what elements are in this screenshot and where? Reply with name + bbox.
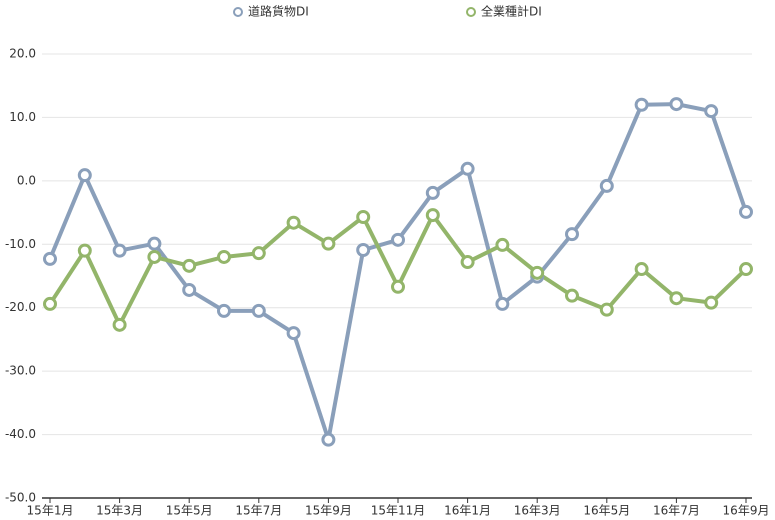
x-tick-label: 16年9月 bbox=[723, 504, 770, 518]
data-point bbox=[391, 232, 405, 247]
data-point bbox=[704, 104, 719, 119]
y-tick-label: -50.0 bbox=[5, 491, 36, 505]
y-tick-label: -10.0 bbox=[5, 237, 36, 251]
data-point bbox=[356, 242, 371, 257]
legend-item: 全業種計DI bbox=[466, 4, 542, 19]
x-tick-label: 16年1月 bbox=[444, 504, 491, 518]
y-tick-label: -40.0 bbox=[5, 427, 36, 441]
legend-label: 全業種計DI bbox=[481, 4, 542, 19]
data-point bbox=[530, 265, 545, 280]
data-point bbox=[286, 326, 301, 341]
y-tick-label: 10.0 bbox=[9, 110, 36, 124]
data-point bbox=[669, 291, 684, 306]
data-point bbox=[112, 243, 127, 258]
data-point bbox=[599, 178, 614, 193]
data-point bbox=[77, 243, 92, 258]
data-point bbox=[669, 97, 684, 112]
x-tick-label: 16年5月 bbox=[583, 504, 630, 518]
data-point bbox=[286, 215, 301, 230]
y-tick-label: -20.0 bbox=[5, 300, 36, 314]
x-tick-label: 15年5月 bbox=[166, 504, 213, 518]
data-point bbox=[112, 317, 127, 332]
x-tick-label: 15年11月 bbox=[371, 504, 426, 518]
data-point bbox=[460, 161, 475, 176]
x-tick-label: 16年3月 bbox=[514, 504, 561, 518]
data-point bbox=[425, 185, 440, 200]
data-point bbox=[251, 303, 266, 318]
data-point bbox=[565, 227, 579, 242]
data-point bbox=[147, 236, 162, 251]
legend-marker bbox=[233, 7, 243, 17]
data-point bbox=[43, 251, 57, 266]
data-point bbox=[739, 204, 753, 219]
data-point bbox=[495, 296, 510, 311]
data-point bbox=[704, 295, 719, 310]
data-point bbox=[495, 237, 510, 252]
x-tick-label: 15年1月 bbox=[27, 504, 74, 518]
data-point bbox=[217, 249, 231, 264]
data-point bbox=[182, 258, 197, 273]
data-point bbox=[634, 262, 649, 277]
data-point bbox=[321, 236, 336, 251]
data-point bbox=[391, 279, 405, 294]
data-point bbox=[77, 168, 92, 183]
data-point bbox=[251, 246, 266, 261]
legend-marker bbox=[466, 7, 476, 17]
data-point bbox=[599, 302, 614, 317]
x-tick-label: 15年3月 bbox=[96, 504, 143, 518]
data-point bbox=[425, 208, 440, 223]
data-point bbox=[356, 210, 371, 225]
data-point bbox=[321, 432, 336, 447]
data-point bbox=[565, 288, 579, 303]
legend-item: 道路貨物DI bbox=[233, 4, 309, 19]
y-tick-label: 20.0 bbox=[9, 47, 36, 61]
data-point bbox=[182, 282, 197, 297]
data-point bbox=[217, 303, 231, 318]
data-point bbox=[147, 249, 162, 264]
data-point bbox=[460, 255, 475, 270]
data-point bbox=[739, 262, 753, 277]
x-tick-label: 15年9月 bbox=[305, 504, 352, 518]
y-tick-label: 0.0 bbox=[17, 173, 36, 187]
x-tick-label: 15年7月 bbox=[235, 504, 282, 518]
legend-label: 道路貨物DI bbox=[248, 4, 309, 19]
y-tick-label: -30.0 bbox=[5, 364, 36, 378]
x-tick-label: 16年7月 bbox=[653, 504, 700, 518]
data-point bbox=[43, 296, 57, 311]
data-point bbox=[634, 97, 649, 112]
